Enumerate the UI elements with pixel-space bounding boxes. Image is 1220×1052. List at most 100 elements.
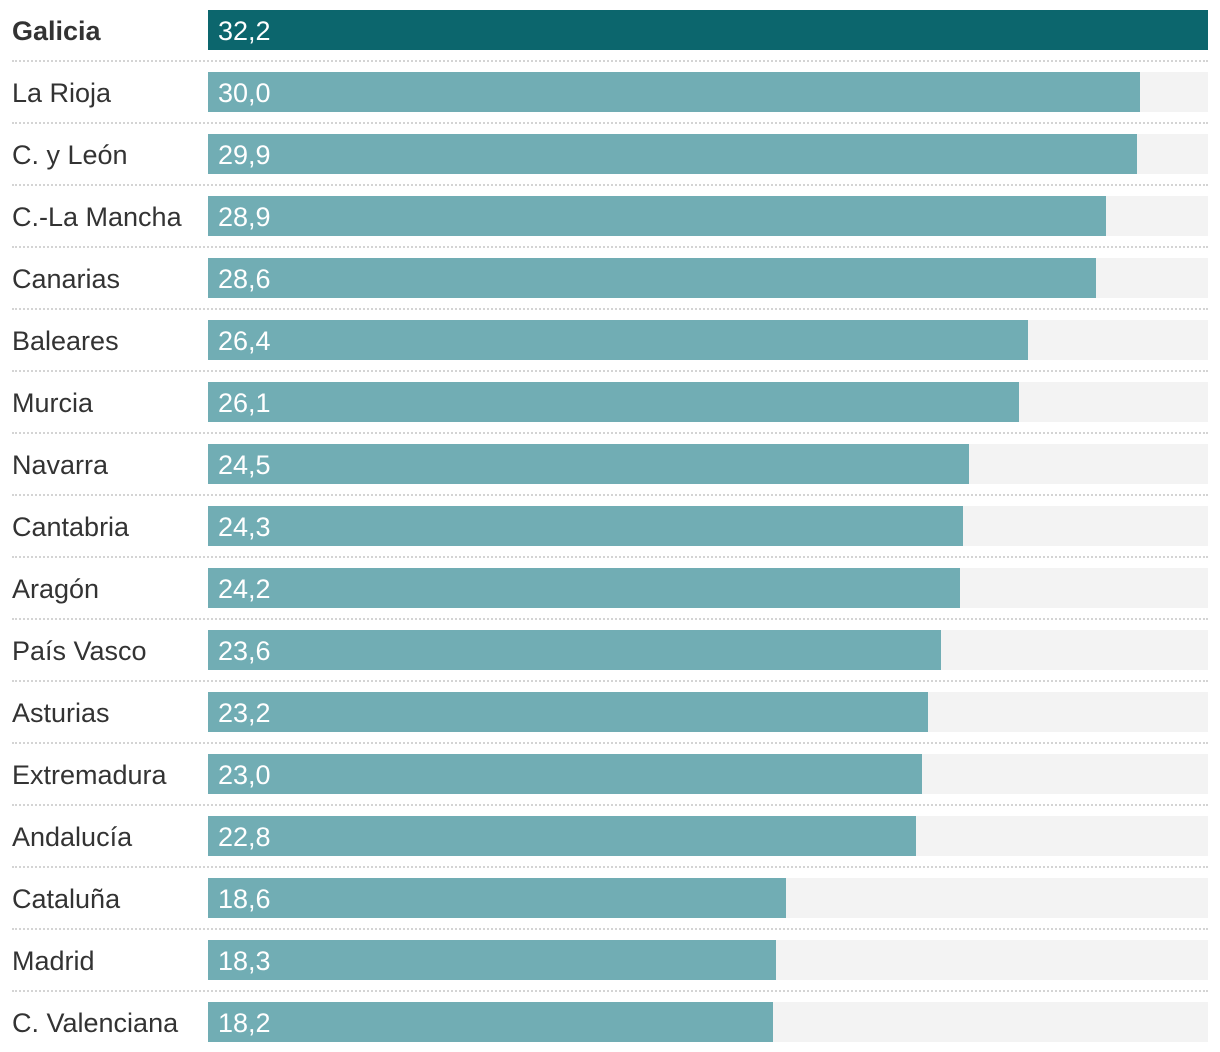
- bar: 26,1: [208, 382, 1019, 422]
- category-label: Murcia: [12, 388, 94, 418]
- bar: 22,8: [208, 816, 916, 856]
- bar: 23,2: [208, 692, 928, 732]
- bar: 28,9: [208, 196, 1106, 236]
- bar-row: Cataluña 18,6: [12, 878, 1208, 918]
- bar-value-label: 28,9: [218, 202, 271, 232]
- bar-value-label: 32,2: [218, 16, 271, 46]
- bar: 24,3: [208, 506, 963, 546]
- category-label: Canarias: [12, 264, 121, 294]
- bar-value-label: 23,2: [218, 698, 271, 728]
- row-divider: [12, 494, 1208, 496]
- category-label: C. Valenciana: [12, 1008, 179, 1038]
- category-label: La Rioja: [12, 78, 112, 108]
- bar-value-label: 23,6: [218, 636, 271, 666]
- bar-track: 30,0: [208, 72, 1208, 112]
- category-label: Galicia: [12, 16, 101, 46]
- category-label: País Vasco: [12, 636, 147, 666]
- bar-value-label: 26,4: [218, 326, 271, 356]
- bar-track: 24,2: [208, 568, 1208, 608]
- category-label: Baleares: [12, 326, 119, 356]
- bar-row: C. y León 29,9: [12, 134, 1208, 174]
- bar: 28,6: [208, 258, 1096, 298]
- category-label: Madrid: [12, 946, 95, 976]
- row-divider: [12, 804, 1208, 806]
- bar-row: Baleares 26,4: [12, 320, 1208, 360]
- row-divider: [12, 432, 1208, 434]
- category-label: Navarra: [12, 450, 109, 480]
- bar-track: 18,2: [208, 1002, 1208, 1042]
- category-label: Cantabria: [12, 512, 130, 542]
- bar-track: 26,1: [208, 382, 1208, 422]
- row-divider: [12, 742, 1208, 744]
- category-label: Asturias: [12, 698, 110, 728]
- bar: 24,2: [208, 568, 960, 608]
- bar-track: 32,2: [208, 10, 1208, 50]
- row-divider: [12, 990, 1208, 992]
- bar-track: 28,9: [208, 196, 1208, 236]
- row-divider: [12, 246, 1208, 248]
- bar-row: Murcia 26,1: [12, 382, 1208, 422]
- bar-row: País Vasco 23,6: [12, 630, 1208, 670]
- bar-row: La Rioja 30,0: [12, 72, 1208, 112]
- bar-row: C.-La Mancha 28,9: [12, 196, 1208, 236]
- bar-value-label: 23,0: [218, 760, 271, 790]
- category-label: Extremadura: [12, 760, 167, 790]
- bar-row: Asturias 23,2: [12, 692, 1208, 732]
- category-label: C.-La Mancha: [12, 202, 182, 232]
- row-divider: [12, 370, 1208, 372]
- bar-track: 24,3: [208, 506, 1208, 546]
- bar: 23,6: [208, 630, 941, 670]
- bar-track: 23,6: [208, 630, 1208, 670]
- row-divider: [12, 308, 1208, 310]
- bar-row: Extremadura 23,0: [12, 754, 1208, 794]
- row-divider: [12, 618, 1208, 620]
- bar-track: 23,0: [208, 754, 1208, 794]
- bar-row: Cantabria 24,3: [12, 506, 1208, 546]
- bar-value-label: 18,6: [218, 884, 271, 914]
- row-divider: [12, 60, 1208, 62]
- bar: 18,6: [208, 878, 786, 918]
- bar-value-label: 18,2: [218, 1008, 271, 1038]
- bar-value-label: 18,3: [218, 946, 271, 976]
- bar-row: Andalucía 22,8: [12, 816, 1208, 856]
- bar-track: 22,8: [208, 816, 1208, 856]
- bar-value-label: 28,6: [218, 264, 271, 294]
- category-label: Cataluña: [12, 884, 121, 914]
- bar-row: Aragón 24,2: [12, 568, 1208, 608]
- bar-track: 18,3: [208, 940, 1208, 980]
- bar-track: 29,9: [208, 134, 1208, 174]
- bar-row: Galicia 32,2: [12, 10, 1208, 50]
- bar: 29,9: [208, 134, 1137, 174]
- row-divider: [12, 928, 1208, 930]
- bar: 24,5: [208, 444, 969, 484]
- bar-value-label: 30,0: [218, 78, 271, 108]
- bar-row: Navarra 24,5: [12, 444, 1208, 484]
- bar: 30,0: [208, 72, 1140, 112]
- bar-track: 26,4: [208, 320, 1208, 360]
- row-divider: [12, 866, 1208, 868]
- bar-value-label: 22,8: [218, 822, 271, 852]
- bar-track: 23,2: [208, 692, 1208, 732]
- bar: 18,2: [208, 1002, 773, 1042]
- bar-value-label: 29,9: [218, 140, 271, 170]
- row-divider: [12, 184, 1208, 186]
- category-label: C. y León: [12, 140, 128, 170]
- bar: 26,4: [208, 320, 1028, 360]
- bar-row: Madrid 18,3: [12, 940, 1208, 980]
- category-label: Andalucía: [12, 822, 133, 852]
- row-divider: [12, 122, 1208, 124]
- bar-row: Canarias 28,6: [12, 258, 1208, 298]
- row-divider: [12, 680, 1208, 682]
- bar-value-label: 24,5: [218, 450, 271, 480]
- bar: 23,0: [208, 754, 922, 794]
- bar-track: 18,6: [208, 878, 1208, 918]
- bar-value-label: 26,1: [218, 388, 271, 418]
- bar-value-label: 24,2: [218, 574, 271, 604]
- bar: 18,3: [208, 940, 776, 980]
- bar-track: 28,6: [208, 258, 1208, 298]
- bar-row: C. Valenciana 18,2: [12, 1002, 1208, 1042]
- row-divider: [12, 556, 1208, 558]
- category-label: Aragón: [12, 574, 100, 604]
- bar-track: 24,5: [208, 444, 1208, 484]
